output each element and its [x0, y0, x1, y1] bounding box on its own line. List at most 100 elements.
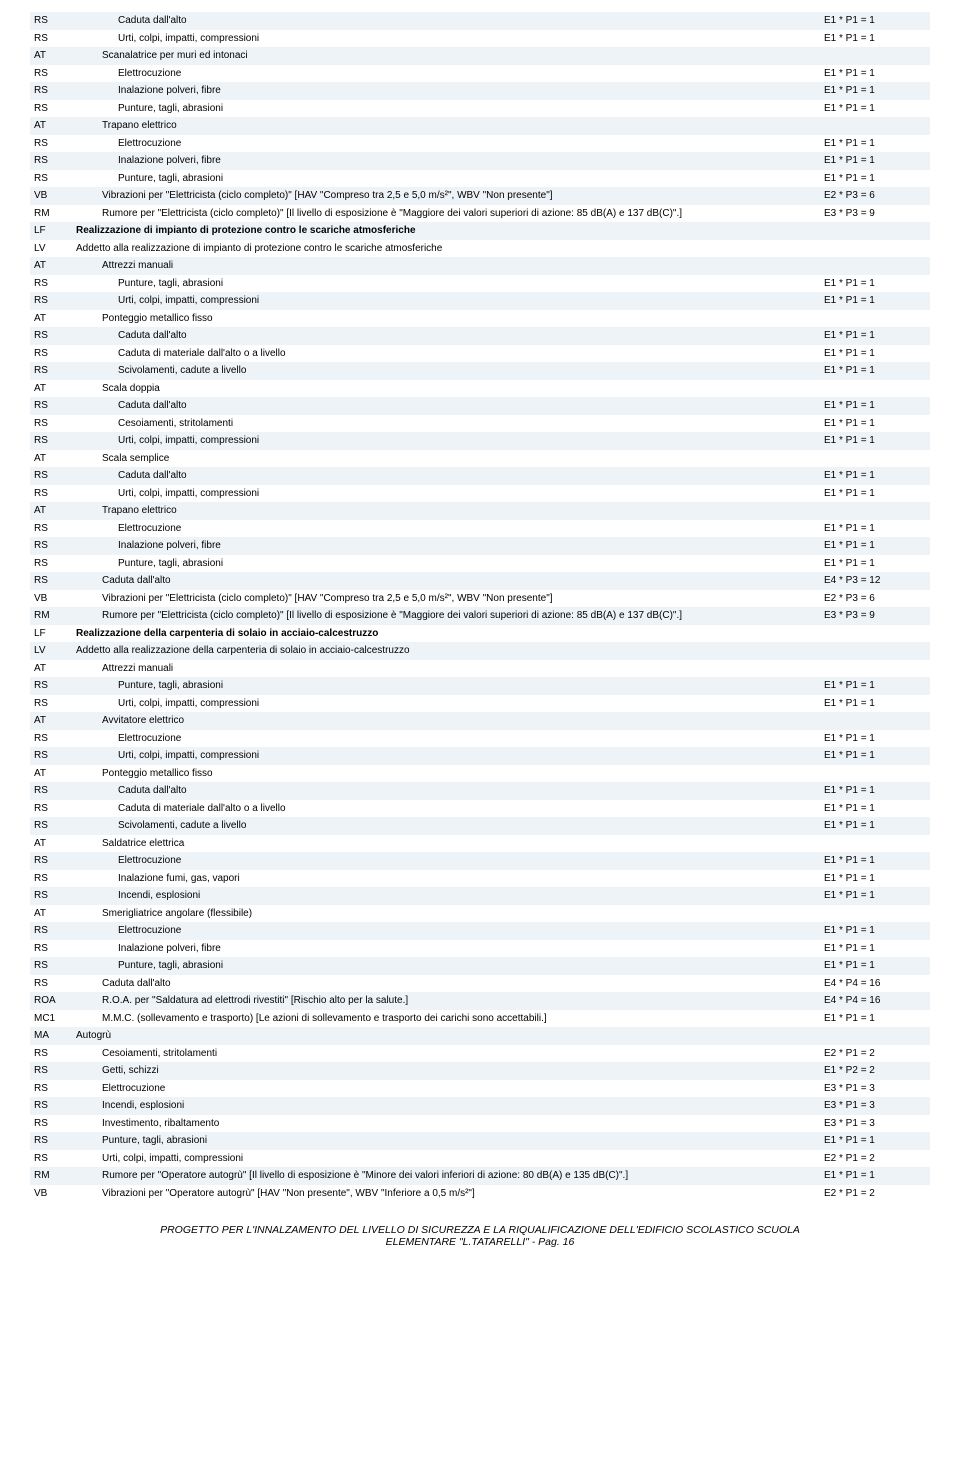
row-value: E3 * P1 = 3: [820, 1097, 930, 1115]
row-code: RM: [30, 205, 72, 223]
row-value: [820, 1027, 930, 1045]
row-description: Caduta di materiale dall'alto o a livell…: [72, 345, 820, 363]
table-row: ATTrapano elettrico: [30, 117, 930, 135]
table-row: LVAddetto alla realizzazione della carpe…: [30, 642, 930, 660]
row-value: E2 * P3 = 6: [820, 590, 930, 608]
row-description: Urti, colpi, impatti, compressioni: [72, 432, 820, 450]
row-code: RS: [30, 467, 72, 485]
row-description: Attrezzi manuali: [72, 660, 820, 678]
row-code: RS: [30, 1132, 72, 1150]
table-row: RSPunture, tagli, abrasioniE1 * P1 = 1: [30, 275, 930, 293]
table-row: LFRealizzazione della carpenteria di sol…: [30, 625, 930, 643]
row-value: E1 * P1 = 1: [820, 782, 930, 800]
row-value: E1 * P1 = 1: [820, 65, 930, 83]
table-row: RSCesoiamenti, stritolamentiE2 * P1 = 2: [30, 1045, 930, 1063]
row-value: [820, 450, 930, 468]
row-code: AT: [30, 502, 72, 520]
table-row: RSIncendi, esplosioniE3 * P1 = 3: [30, 1097, 930, 1115]
row-code: RS: [30, 572, 72, 590]
row-value: E1 * P1 = 1: [820, 800, 930, 818]
row-description: Punture, tagli, abrasioni: [72, 555, 820, 573]
table-row: RSCaduta dall'altoE1 * P1 = 1: [30, 12, 930, 30]
row-code: RS: [30, 957, 72, 975]
row-code: RS: [30, 397, 72, 415]
row-value: E1 * P1 = 1: [820, 485, 930, 503]
row-description: Scala doppia: [72, 380, 820, 398]
table-row: RSPunture, tagli, abrasioniE1 * P1 = 1: [30, 170, 930, 188]
row-description: Vibrazioni per "Operatore autogrù" [HAV …: [72, 1185, 820, 1203]
table-row: RSCaduta di materiale dall'alto o a live…: [30, 345, 930, 363]
table-row: RSInalazione polveri, fibreE1 * P1 = 1: [30, 152, 930, 170]
row-value: E1 * P1 = 1: [820, 1167, 930, 1185]
table-row: ATTrapano elettrico: [30, 502, 930, 520]
row-description: Vibrazioni per "Elettricista (ciclo comp…: [72, 187, 820, 205]
row-description: Punture, tagli, abrasioni: [72, 957, 820, 975]
row-description: Elettrocuzione: [72, 65, 820, 83]
row-description: Autogrù: [72, 1027, 820, 1045]
table-row: ATPonteggio metallico fisso: [30, 310, 930, 328]
row-description: Urti, colpi, impatti, compressioni: [72, 485, 820, 503]
table-row: RSIncendi, esplosioniE1 * P1 = 1: [30, 887, 930, 905]
row-value: E1 * P1 = 1: [820, 12, 930, 30]
row-value: E1 * P1 = 1: [820, 817, 930, 835]
row-value: [820, 240, 930, 258]
row-description: Caduta dall'alto: [72, 467, 820, 485]
row-value: [820, 380, 930, 398]
row-code: RS: [30, 695, 72, 713]
row-code: RM: [30, 607, 72, 625]
row-code: AT: [30, 380, 72, 398]
row-code: RS: [30, 345, 72, 363]
table-row: RSElettrocuzioneE1 * P1 = 1: [30, 852, 930, 870]
row-code: RS: [30, 975, 72, 993]
row-value: E2 * P1 = 2: [820, 1185, 930, 1203]
row-description: Attrezzi manuali: [72, 257, 820, 275]
row-description: Investimento, ribaltamento: [72, 1115, 820, 1133]
row-description: Inalazione polveri, fibre: [72, 537, 820, 555]
row-value: E1 * P1 = 1: [820, 870, 930, 888]
table-row: RSPunture, tagli, abrasioniE1 * P1 = 1: [30, 677, 930, 695]
table-row: RSPunture, tagli, abrasioniE1 * P1 = 1: [30, 555, 930, 573]
row-description: Scivolamenti, cadute a livello: [72, 362, 820, 380]
row-code: RS: [30, 555, 72, 573]
row-value: E1 * P1 = 1: [820, 957, 930, 975]
row-value: E1 * P1 = 1: [820, 275, 930, 293]
row-description: Scala semplice: [72, 450, 820, 468]
row-code: RS: [30, 30, 72, 48]
row-value: E1 * P1 = 1: [820, 345, 930, 363]
table-row: RSInalazione polveri, fibreE1 * P1 = 1: [30, 940, 930, 958]
row-description: Getti, schizzi: [72, 1062, 820, 1080]
row-description: Caduta dall'alto: [72, 397, 820, 415]
row-description: Elettrocuzione: [72, 922, 820, 940]
row-value: E3 * P1 = 3: [820, 1080, 930, 1098]
row-code: RS: [30, 922, 72, 940]
page-footer: PROGETTO PER L'INNALZAMENTO DEL LIVELLO …: [30, 1224, 930, 1248]
row-description: Incendi, esplosioni: [72, 887, 820, 905]
table-row: RSScivolamenti, cadute a livelloE1 * P1 …: [30, 817, 930, 835]
row-code: RS: [30, 432, 72, 450]
table-row: ATAttrezzi manuali: [30, 257, 930, 275]
row-description: Punture, tagli, abrasioni: [72, 100, 820, 118]
row-code: RS: [30, 782, 72, 800]
row-value: E1 * P1 = 1: [820, 747, 930, 765]
table-row: ATPonteggio metallico fisso: [30, 765, 930, 783]
row-code: RS: [30, 800, 72, 818]
table-row: RSUrti, colpi, impatti, compressioniE1 *…: [30, 747, 930, 765]
row-code: RS: [30, 1115, 72, 1133]
table-row: ATAvvitatore elettrico: [30, 712, 930, 730]
row-code: AT: [30, 712, 72, 730]
row-code: AT: [30, 257, 72, 275]
table-row: RSUrti, colpi, impatti, compressioniE1 *…: [30, 292, 930, 310]
row-code: LV: [30, 642, 72, 660]
table-row: RSCaduta dall'altoE1 * P1 = 1: [30, 467, 930, 485]
row-description: Elettrocuzione: [72, 135, 820, 153]
row-description: Punture, tagli, abrasioni: [72, 170, 820, 188]
row-description: Elettrocuzione: [72, 520, 820, 538]
row-code: RS: [30, 275, 72, 293]
table-row: ATScala doppia: [30, 380, 930, 398]
table-row: ATScanalatrice per muri ed intonaci: [30, 47, 930, 65]
table-row: RSInalazione polveri, fibreE1 * P1 = 1: [30, 82, 930, 100]
row-value: E3 * P3 = 9: [820, 607, 930, 625]
row-description: Cesoiamenti, stritolamenti: [72, 1045, 820, 1063]
row-description: Urti, colpi, impatti, compressioni: [72, 1150, 820, 1168]
row-value: E1 * P1 = 1: [820, 730, 930, 748]
